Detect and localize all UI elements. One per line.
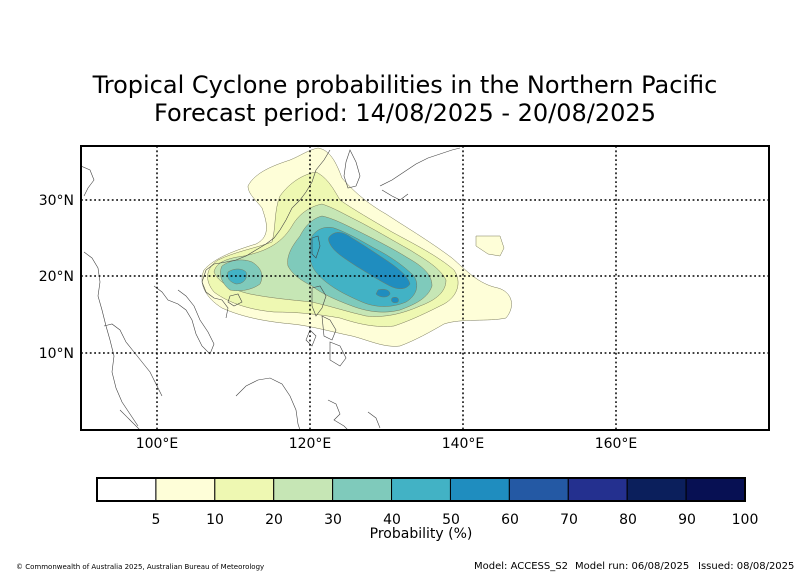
colorbar-frame: [96, 477, 746, 502]
contour-5pct-east-blob: [475, 235, 505, 257]
colorbar-cell-3: [273, 477, 334, 502]
colorbar-cell-2: [214, 477, 275, 502]
colorbar-tick-80: 80: [619, 512, 637, 528]
lat-label-10n: 10°N: [39, 346, 74, 362]
colorbar-label: Probability (%): [370, 526, 473, 542]
coastline-china: [81, 149, 331, 319]
forecast-period-subtitle: Forecast period: 14/08/2025 - 20/08/2025: [154, 99, 656, 127]
contour-40pct-west-blob: [227, 268, 247, 285]
map-frame: [80, 145, 770, 431]
lon-label-160e: 160°E: [595, 436, 638, 452]
colorbar-tick-90: 90: [678, 512, 696, 528]
lat-label-30n: 30°N: [39, 193, 74, 209]
colorbar-tick-70: 70: [560, 512, 578, 528]
coastline-philippines: [305, 285, 347, 367]
coastline-sulawesi: [327, 399, 349, 430]
colorbar-tick-20: 20: [265, 512, 283, 528]
lon-label-140e: 140°E: [442, 436, 485, 452]
model-name: Model: ACCESS_S2: [474, 561, 568, 572]
colorbar-cell-9: [626, 477, 687, 502]
colorbar-cell-0: [96, 477, 157, 502]
issued-date: Issued: 08/08/2025: [698, 561, 795, 572]
gridlines: [81, 146, 769, 430]
coastline-indochina: [83, 251, 215, 427]
coastlines: [81, 147, 461, 430]
coastline-taiwan: [311, 235, 321, 259]
colorbar: [96, 477, 746, 502]
coastline-korea-japan: [343, 147, 461, 201]
chart-title: Tropical Cyclone probabilities in the No…: [92, 71, 718, 99]
contour-50pct: [328, 232, 411, 289]
coastline-hainan: [227, 293, 243, 307]
model-run-date: Model run: 06/08/2025: [575, 561, 690, 572]
colorbar-cell-7: [508, 477, 569, 502]
colorbar-tick-10: 10: [206, 512, 224, 528]
colorbar-cell-8: [567, 477, 628, 502]
colorbar-tick-30: 30: [324, 512, 342, 528]
contour-50pct-blob-south: [375, 288, 391, 298]
probability-contours: [201, 147, 512, 347]
colorbar-ticks: 5 10 20 30 40 50 60 70 80 90 100: [152, 512, 759, 528]
colorbar-cell-6: [449, 477, 510, 502]
colorbar-tick-50: 50: [442, 512, 460, 528]
colorbar-tick-100: 100: [732, 512, 759, 528]
colorbar-cell-5: [391, 477, 451, 502]
contour-50pct-blob-southeast: [391, 296, 399, 304]
lon-label-120e: 120°E: [289, 436, 332, 452]
coastline-borneo: [235, 377, 301, 430]
copyright-notice: © Commonwealth of Australia 2025, Austra…: [16, 563, 265, 571]
colorbar-tick-40: 40: [383, 512, 401, 528]
colorbar-tick-60: 60: [501, 512, 519, 528]
lat-label-20n: 20°N: [39, 269, 74, 285]
colorbar-cell-10: [685, 477, 746, 502]
colorbar-cell-1: [155, 477, 216, 502]
coastline-sumatra: [119, 409, 141, 430]
colorbar-cell-4: [332, 477, 393, 502]
colorbar-tick-5: 5: [152, 512, 161, 528]
coastline-new-guinea: [367, 411, 381, 429]
lon-label-100e: 100°E: [136, 436, 179, 452]
